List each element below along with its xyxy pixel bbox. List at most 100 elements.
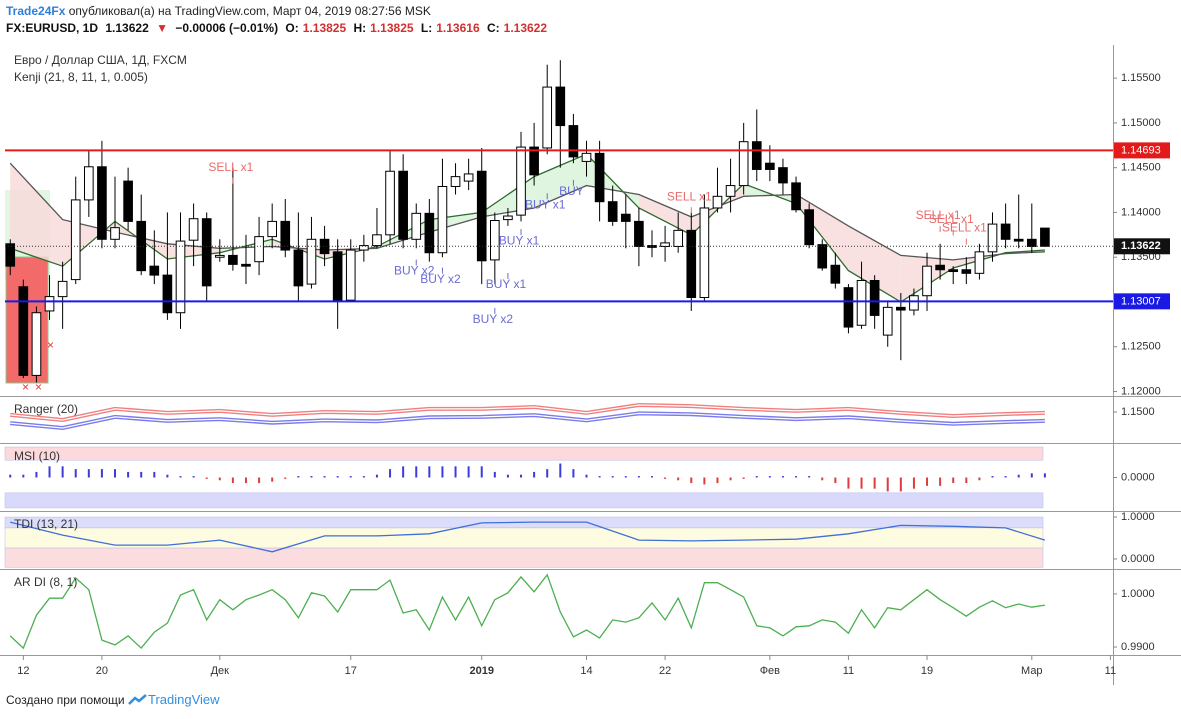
pane-title: Евро / Доллар США, 1Д, FXCM xyxy=(14,53,187,67)
signal-label: BUY x1 xyxy=(525,197,566,211)
candle-body xyxy=(503,215,513,221)
histogram-bar xyxy=(480,466,483,478)
brand[interactable]: Trade24Fx xyxy=(6,4,66,18)
candle-body xyxy=(634,220,644,247)
candle-body xyxy=(948,269,959,273)
candle-body xyxy=(201,218,212,287)
candle-body xyxy=(385,170,395,236)
histogram-bar xyxy=(284,477,287,479)
candle-body xyxy=(398,170,408,240)
histogram-bar xyxy=(821,477,824,481)
histogram-bar xyxy=(991,476,994,478)
x-tick-label: 20 xyxy=(96,665,108,677)
x-tick-label: 2019 xyxy=(469,665,493,677)
price: 1.13622 xyxy=(105,21,149,35)
histogram-bar xyxy=(22,474,25,478)
candle-body xyxy=(568,125,579,158)
cloud xyxy=(848,225,901,302)
l-label: L: xyxy=(420,21,433,35)
o: 1.13825 xyxy=(302,21,347,35)
histogram-bar xyxy=(231,477,234,484)
y-tick-label: 1.0000 xyxy=(1121,588,1155,600)
candle-body xyxy=(57,280,68,298)
candle-body xyxy=(44,296,55,312)
candle-body xyxy=(359,245,369,251)
histogram-bar xyxy=(755,476,758,478)
y-tick-label: 1.15500 xyxy=(1121,72,1161,84)
histogram-bar xyxy=(389,469,392,478)
x-tick-label: 12 xyxy=(17,665,29,677)
histogram-bar xyxy=(244,477,247,484)
candle-body xyxy=(332,251,343,301)
histogram-bar xyxy=(48,466,51,478)
histogram-bar xyxy=(598,476,601,478)
y-tick-label: 1.15000 xyxy=(1121,117,1161,129)
histogram-bar xyxy=(297,476,300,478)
x-tick-label: 11 xyxy=(843,665,854,677)
candle-body xyxy=(843,287,854,328)
header-line: Trade24Fx опубликовал(а) на TradingView.… xyxy=(6,4,431,18)
histogram-bar xyxy=(768,476,771,478)
histogram-bar xyxy=(362,476,365,478)
candle-body xyxy=(529,146,539,176)
signal-label: SELL x1 xyxy=(916,208,961,222)
candle-body xyxy=(162,274,173,314)
candle-body xyxy=(136,220,147,272)
histogram-bar xyxy=(375,474,378,478)
histogram-bar xyxy=(677,477,680,481)
y-tick-label: 1.14000 xyxy=(1121,206,1161,218)
candle-body xyxy=(516,146,526,216)
candle-body xyxy=(791,182,801,211)
candle-body xyxy=(83,166,94,201)
candle-body xyxy=(123,180,133,222)
candle-body xyxy=(882,306,893,336)
histogram-bar xyxy=(61,466,64,478)
h-label: H: xyxy=(353,21,367,35)
candle-body xyxy=(424,212,435,254)
candle-body xyxy=(293,249,304,287)
histogram-bar xyxy=(533,471,536,478)
histogram-bar xyxy=(218,477,221,481)
price-label-box xyxy=(1114,293,1170,310)
histogram-bar xyxy=(847,477,850,489)
histogram-bar xyxy=(127,471,130,478)
signal-label: SELL x1 xyxy=(929,212,974,226)
histogram-bar xyxy=(1004,476,1007,478)
histogram-bar xyxy=(493,471,496,478)
l: 1.13616 xyxy=(436,21,480,35)
candle-body xyxy=(1026,238,1037,247)
pane-title: MSI (10) xyxy=(14,449,60,463)
x-tick-label: Мар xyxy=(1021,665,1043,677)
histogram-bar xyxy=(192,476,195,478)
price-label-box xyxy=(1114,142,1170,159)
candle-body xyxy=(345,249,356,301)
pane-title: Ranger (20) xyxy=(14,402,78,416)
c-label: C: xyxy=(486,21,500,35)
histogram-bar xyxy=(258,477,261,484)
candle-body xyxy=(280,220,291,251)
price-label: 1.14693 xyxy=(1121,144,1161,156)
histogram-bar xyxy=(965,477,968,484)
candle-body xyxy=(1013,238,1024,242)
histogram-bar xyxy=(441,466,444,478)
candle-body xyxy=(97,166,107,240)
histogram-bar xyxy=(87,469,90,478)
footer: Создано при помощи TradingView xyxy=(6,692,220,707)
histogram-bar xyxy=(834,477,837,484)
signal-label: BUY x2 xyxy=(420,272,461,286)
histogram-bar xyxy=(860,477,863,489)
series-line xyxy=(9,573,1046,650)
candle-body xyxy=(241,263,251,267)
logo[interactable]: TradingView xyxy=(147,692,220,707)
candle-body xyxy=(1000,223,1011,240)
candle-body xyxy=(188,218,199,241)
y-tick-label: 0.9900 xyxy=(1121,641,1155,653)
price-label: 1.13622 xyxy=(1121,240,1161,252)
candle-body xyxy=(751,141,762,170)
histogram-bar xyxy=(716,477,719,484)
histogram-bar xyxy=(415,466,418,478)
histogram-bar xyxy=(808,476,811,478)
candle-body xyxy=(987,223,998,253)
histogram-bar xyxy=(611,476,614,478)
